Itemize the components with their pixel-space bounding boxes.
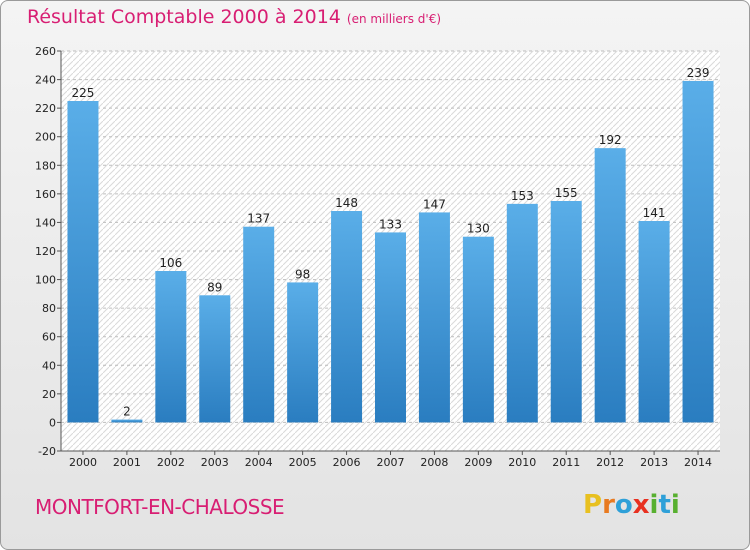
y-tick-label: 200: [35, 131, 56, 144]
x-tick-label: 2005: [289, 456, 317, 469]
bar: [375, 232, 406, 423]
bar: [638, 221, 670, 423]
bar-value-label: 239: [687, 66, 710, 80]
y-tick-label: 160: [35, 188, 56, 201]
logo-letter: i: [649, 490, 659, 520]
bar: [506, 203, 538, 423]
bar: [155, 271, 187, 423]
logo-letter: P: [583, 490, 603, 520]
y-tick-label: 260: [35, 45, 56, 58]
bar-value-label: 89: [207, 280, 222, 294]
bar-value-label: 155: [555, 186, 578, 200]
bar: [550, 201, 582, 423]
bar-value-label: 192: [599, 133, 622, 147]
bar-value-label: 106: [159, 256, 182, 270]
bar-value-label: 130: [467, 222, 490, 236]
bar: [287, 282, 319, 423]
y-tick-label: 40: [42, 359, 56, 372]
x-tick-label: 2003: [201, 456, 229, 469]
y-tick-label: 120: [35, 245, 56, 258]
bar: [331, 211, 363, 423]
bar: [111, 419, 143, 423]
x-tick-label: 2007: [377, 456, 405, 469]
y-tick-label: -20: [38, 445, 56, 458]
x-tick-label: 2014: [684, 456, 712, 469]
bar: [682, 81, 714, 423]
x-tick-label: 2013: [640, 456, 668, 469]
x-tick-label: 2010: [508, 456, 536, 469]
y-tick-label: 0: [49, 416, 56, 429]
y-tick-label: 140: [35, 216, 56, 229]
y-tick-label: 240: [35, 74, 56, 87]
chart-title: Résultat Comptable 2000 à 2014 (en millie…: [27, 6, 441, 28]
y-tick-label: 220: [35, 102, 56, 115]
commune-name: MONTFORT-EN-CHALOSSE: [35, 495, 285, 519]
x-tick-label: 2011: [552, 456, 580, 469]
logo-letter: x: [632, 490, 650, 520]
bar-value-label: 133: [379, 217, 402, 231]
bar-value-label: 153: [511, 189, 534, 203]
chart-subtitle: (en milliers d'€): [346, 12, 442, 26]
bar: [594, 148, 626, 423]
logo-letter: i: [670, 490, 680, 520]
bar-value-label: 225: [72, 86, 95, 100]
logo-letter: o: [614, 490, 633, 520]
bar-value-label: 98: [295, 267, 310, 281]
bar-value-label: 137: [247, 212, 270, 226]
bar: [67, 101, 99, 423]
bar: [243, 226, 275, 423]
bar-value-label: 141: [643, 206, 666, 220]
x-tick-label: 2000: [69, 456, 97, 469]
chart-title-text: Résultat Comptable 2000 à 2014: [27, 6, 341, 28]
x-tick-label: 2006: [333, 456, 361, 469]
y-tick-label: 180: [35, 159, 56, 172]
y-tick-label: 80: [42, 302, 56, 315]
x-tick-label: 2012: [596, 456, 624, 469]
x-tick-label: 2009: [464, 456, 492, 469]
x-tick-label: 2004: [245, 456, 273, 469]
y-tick-label: 100: [35, 274, 56, 287]
proxiti-logo: Proxiti: [583, 490, 680, 520]
bar-value-label: 147: [423, 197, 446, 211]
y-tick-label: 60: [42, 331, 56, 344]
x-tick-label: 2008: [420, 456, 448, 469]
y-tick-label: 20: [42, 388, 56, 401]
x-tick-label: 2001: [113, 456, 141, 469]
bar: [418, 212, 450, 423]
bar-value-label: 2: [123, 405, 131, 419]
bar: [462, 236, 494, 423]
logo-letter: t: [658, 490, 671, 520]
bar: [199, 295, 231, 423]
logo-letter: r: [602, 490, 615, 520]
bar-value-label: 148: [335, 196, 358, 210]
x-tick-label: 2002: [157, 456, 185, 469]
